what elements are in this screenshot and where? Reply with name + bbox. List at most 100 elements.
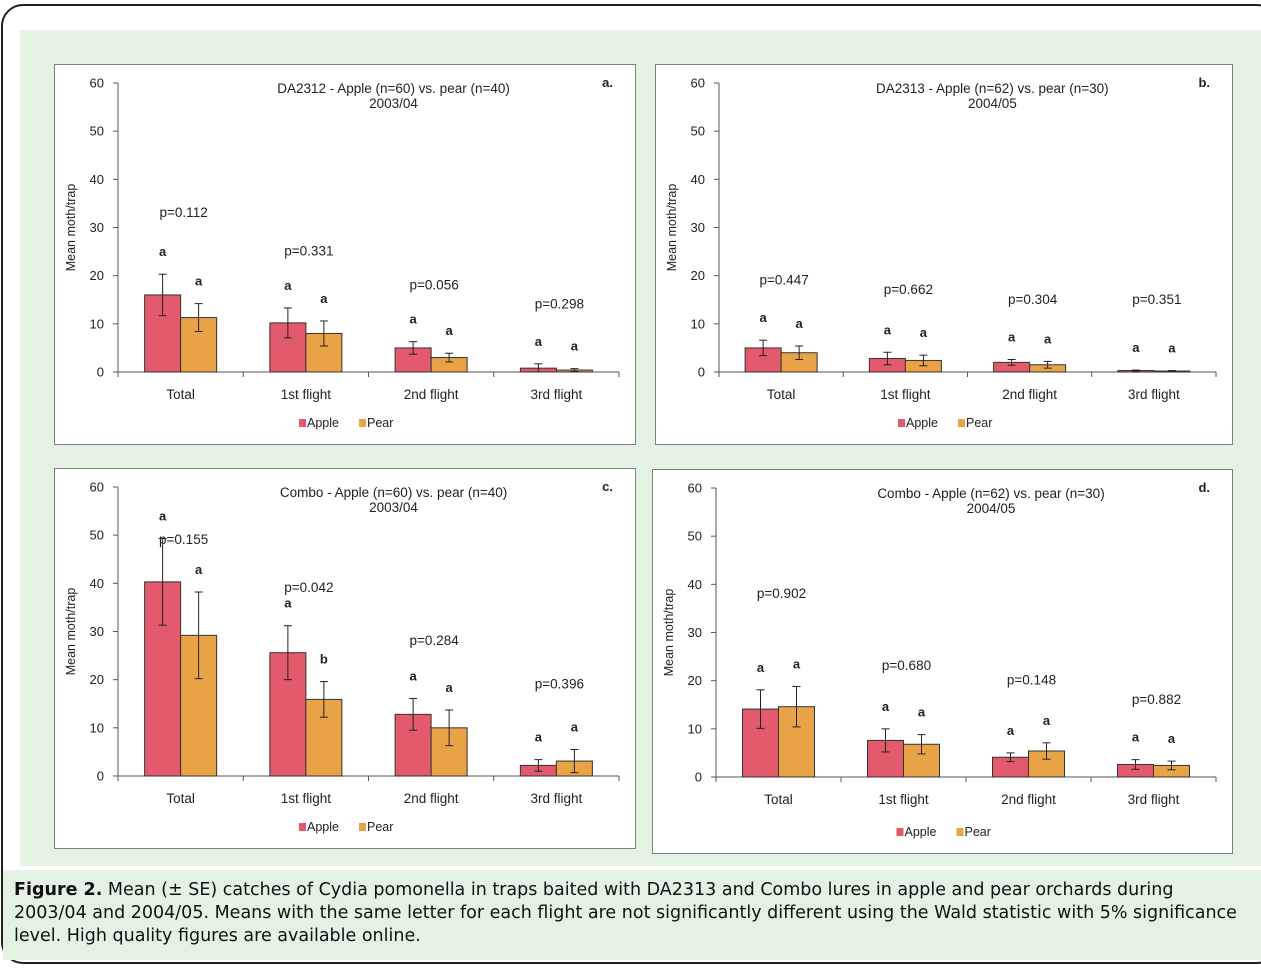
chart-panel-a: 0 10 20 30 40 50 60 Mean moth/trap DA2312 - Appl… [54,64,636,445]
significance-letter: a [284,278,292,293]
y-tick-label: 10 [688,721,702,736]
legend-label: Pear [965,825,991,839]
y-tick-label: 0 [97,365,104,380]
significance-letter: a [284,596,292,611]
chart-svg-c: 0 10 20 30 40 50 60 Mean moth/trap Combo - Apple… [64,479,620,834]
legend-label: Apple [905,825,937,839]
y-axis-label: Mean moth/trap [665,184,679,272]
significance-letter: a [195,562,203,577]
y-axis-label: Mean moth/trap [662,589,676,677]
y-tick-label: 50 [691,124,705,139]
p-value-label: p=0.351 [1132,292,1181,307]
x-tick-label: 2nd flight [1001,792,1056,807]
x-tick-label: 2nd flight [404,387,459,402]
x-tick-label: 1st flight [281,791,332,806]
legend-label: Apple [906,416,938,430]
significance-letter: a [793,656,801,671]
legend-swatch-apple [898,419,905,427]
significance-letter: a [320,291,328,306]
significance-letter: a [1043,713,1051,728]
legend-label: Pear [367,416,393,430]
significance-letter: a [446,680,454,695]
y-tick-label: 0 [97,769,104,784]
caption-label: Figure 2. [14,880,103,900]
x-tick-label: Total [764,792,793,807]
p-value-label: p=0.902 [757,586,806,601]
chart-title: DA2313 - Apple (n=62) vs. pear (n=30) [876,81,1109,96]
chart-title: Combo - Apple (n=60) vs. pear (n=40) [280,485,507,500]
y-tick-label: 40 [688,577,702,592]
x-tick-label: 3rd flight [530,387,582,402]
significance-letter: a [760,310,768,325]
x-tick-label: 3rd flight [530,791,582,806]
significance-letter: a [757,660,765,675]
x-tick-label: 2nd flight [1002,387,1057,402]
y-tick-label: 60 [90,76,104,91]
y-tick-label: 10 [691,316,705,331]
significance-letter: b [320,652,328,667]
p-value-label: p=0.148 [1007,673,1056,688]
p-value-label: p=0.284 [410,633,460,648]
x-tick-label: Total [166,791,195,806]
chart-panel-b: 0 10 20 30 40 50 60 Mean moth/trap DA2313 - Appl… [655,64,1233,445]
panel-label: c. [602,479,613,494]
p-value-label: p=0.396 [535,676,584,691]
p-value-label: p=0.662 [884,282,933,297]
y-tick-label: 50 [90,124,104,139]
p-value-label: p=0.112 [160,205,208,220]
panel-label: a. [602,75,613,90]
significance-letter: a [410,668,418,683]
p-value-label: p=0.042 [284,580,333,595]
legend-label: Pear [966,416,992,430]
legend-label: Apple [307,416,339,430]
chart-subtitle: 2003/04 [369,96,418,111]
significance-letter: a [1168,341,1176,356]
significance-letter: a [1168,731,1176,746]
p-value-label: p=0.331 [284,244,333,259]
significance-letter: a [1132,730,1140,745]
legend-swatch-pear [359,419,366,427]
x-tick-label: Total [767,387,796,402]
chart-title: Combo - Apple (n=62) vs. pear (n=30) [877,486,1104,501]
significance-letter: a [410,312,418,327]
x-tick-label: Total [166,387,195,402]
y-axis-label: Mean moth/trap [64,184,78,272]
caption-text: Mean (± SE) catches of Cydia pomonella i… [14,880,1237,946]
x-tick-label: 1st flight [878,792,929,807]
chart-subtitle: 2004/05 [968,96,1017,111]
legend-label: Pear [367,820,393,834]
x-tick-label: 3rd flight [1128,792,1180,807]
significance-letter: a [159,509,167,524]
significance-letter: a [571,339,579,354]
chart-svg-a: 0 10 20 30 40 50 60 Mean moth/trap DA2312 - Appl… [64,75,620,430]
y-tick-label: 60 [90,480,104,495]
y-tick-label: 60 [691,76,705,91]
y-tick-label: 30 [688,625,702,640]
significance-letter: a [535,334,543,349]
y-tick-label: 20 [691,268,705,283]
y-tick-label: 20 [688,673,702,688]
x-tick-label: 3rd flight [1128,387,1180,402]
legend-swatch-pear [958,419,965,427]
y-tick-label: 30 [691,220,705,235]
significance-letter: a [882,699,890,714]
p-value-label: p=0.298 [535,297,584,312]
y-tick-label: 20 [90,672,104,687]
legend-label: Apple [307,820,339,834]
x-tick-label: 1st flight [281,387,332,402]
significance-letter: a [571,720,579,735]
caption-area [3,870,1261,960]
y-tick-label: 40 [691,172,705,187]
legend-swatch-apple [299,419,306,427]
legend-swatch-apple [896,828,904,836]
chart-subtitle: 2004/05 [967,501,1016,516]
legend-swatch-apple [299,823,306,831]
chart-panel-d: 0 10 20 30 40 50 60 Mean moth/trap Combo - Apple… [652,469,1233,854]
significance-letter: a [920,325,928,340]
chart-subtitle: 2003/04 [369,500,418,515]
y-tick-label: 30 [90,220,104,235]
y-tick-label: 30 [90,624,104,639]
significance-letter: a [1132,340,1140,355]
panel-label: d. [1198,480,1210,495]
significance-letter: a [446,323,454,338]
